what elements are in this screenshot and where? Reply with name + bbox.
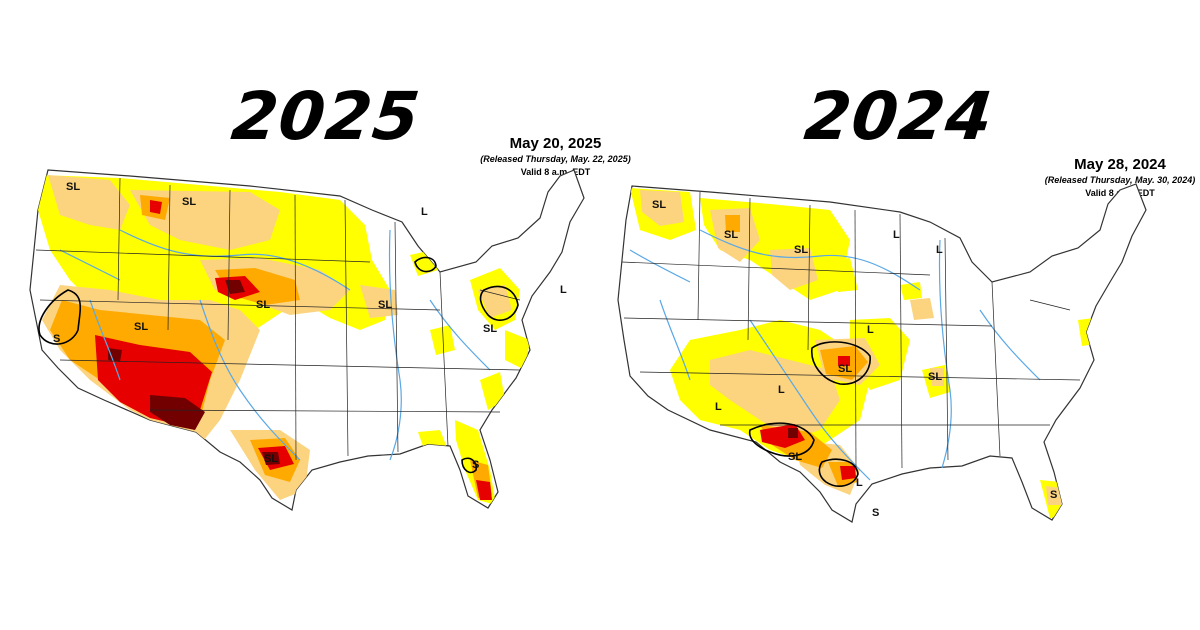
valid-time: Valid 8 a.m. EDT xyxy=(520,167,591,177)
impact-label: SL xyxy=(788,451,802,463)
map-panel-2024: 2024 May 28, 2024 (Released Thursday, Ma… xyxy=(600,0,1200,630)
impact-label: SL xyxy=(264,453,278,465)
map-date: May 28, 2024 xyxy=(1074,156,1166,173)
impact-label: L xyxy=(867,324,874,336)
state-borders xyxy=(35,177,521,461)
map-panel-2025: 2025 May 20, 2025 (Released Thursday, Ma… xyxy=(29,78,631,511)
impact-boundaries xyxy=(38,256,519,474)
impact-label: S xyxy=(872,507,879,519)
drought-areas xyxy=(38,175,530,505)
impact-label: S xyxy=(1050,489,1057,501)
impact-label: L xyxy=(936,244,943,256)
impact-label: SL xyxy=(483,323,497,335)
rivers xyxy=(59,229,491,461)
impact-label: L xyxy=(856,477,863,489)
impact-boundaries xyxy=(748,341,871,487)
impact-label: SL xyxy=(378,299,392,311)
rivers xyxy=(629,229,1041,481)
impact-label: SL xyxy=(652,199,666,211)
impact-label: SL xyxy=(66,181,80,193)
impact-label: SL xyxy=(134,321,148,333)
map-info: May 20, 2025 (Released Thursday, May. 22… xyxy=(448,135,663,179)
released-date: (Released Thursday, May. 22, 2025) xyxy=(480,154,631,164)
impact-label: L xyxy=(715,401,722,413)
impact-label: SL xyxy=(182,196,196,208)
impact-label: L xyxy=(893,229,900,241)
impact-label: L xyxy=(421,206,428,218)
impact-labels: SL SL SL L L L SL SL L L SL L S S xyxy=(652,199,1057,519)
impact-label: SL xyxy=(838,363,852,375)
impact-label: S xyxy=(53,333,60,345)
state-borders xyxy=(621,191,1081,471)
drought-map-2024: SL SL SL L L L SL SL L L SL L S S xyxy=(617,183,1147,523)
impact-label: SL xyxy=(256,299,270,311)
map-date: May 20, 2025 xyxy=(509,135,602,152)
impact-label: SL xyxy=(724,229,738,241)
impact-label: S xyxy=(472,459,479,471)
impact-label: SL xyxy=(794,244,808,256)
impact-labels: SL SL L SL SL L SL S SL SL S xyxy=(53,181,567,471)
drought-map-2025: SL SL L SL SL L SL S SL SL S xyxy=(29,169,585,511)
released-date: (Released Thursday, May. 30, 2024) xyxy=(1044,175,1196,185)
impact-label: L xyxy=(560,284,567,296)
impact-label: L xyxy=(778,384,785,396)
impact-label: SL xyxy=(928,371,942,383)
